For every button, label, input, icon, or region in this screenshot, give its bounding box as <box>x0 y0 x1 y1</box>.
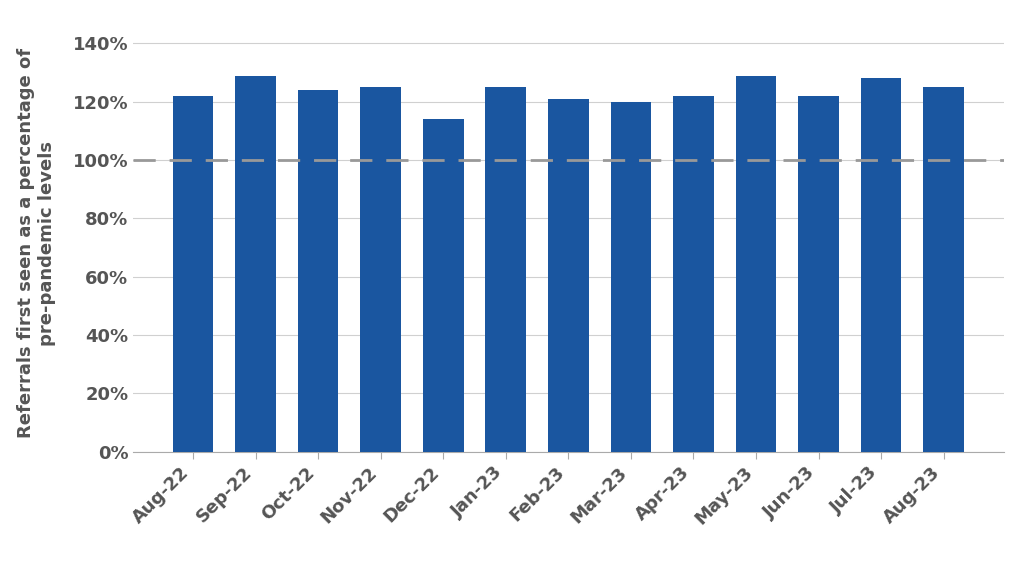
Bar <box>924 87 964 452</box>
Bar <box>173 96 213 452</box>
Bar <box>485 87 526 452</box>
Bar <box>298 90 339 452</box>
Bar <box>236 75 275 452</box>
Bar <box>735 75 776 452</box>
Bar <box>610 102 651 452</box>
Bar <box>360 87 401 452</box>
Bar <box>798 96 839 452</box>
Bar <box>548 99 589 452</box>
Bar <box>423 119 464 452</box>
Bar <box>861 79 901 452</box>
Bar <box>673 96 714 452</box>
Y-axis label: Referrals first seen as a percentage of
pre-pandemic levels: Referrals first seen as a percentage of … <box>17 48 56 438</box>
